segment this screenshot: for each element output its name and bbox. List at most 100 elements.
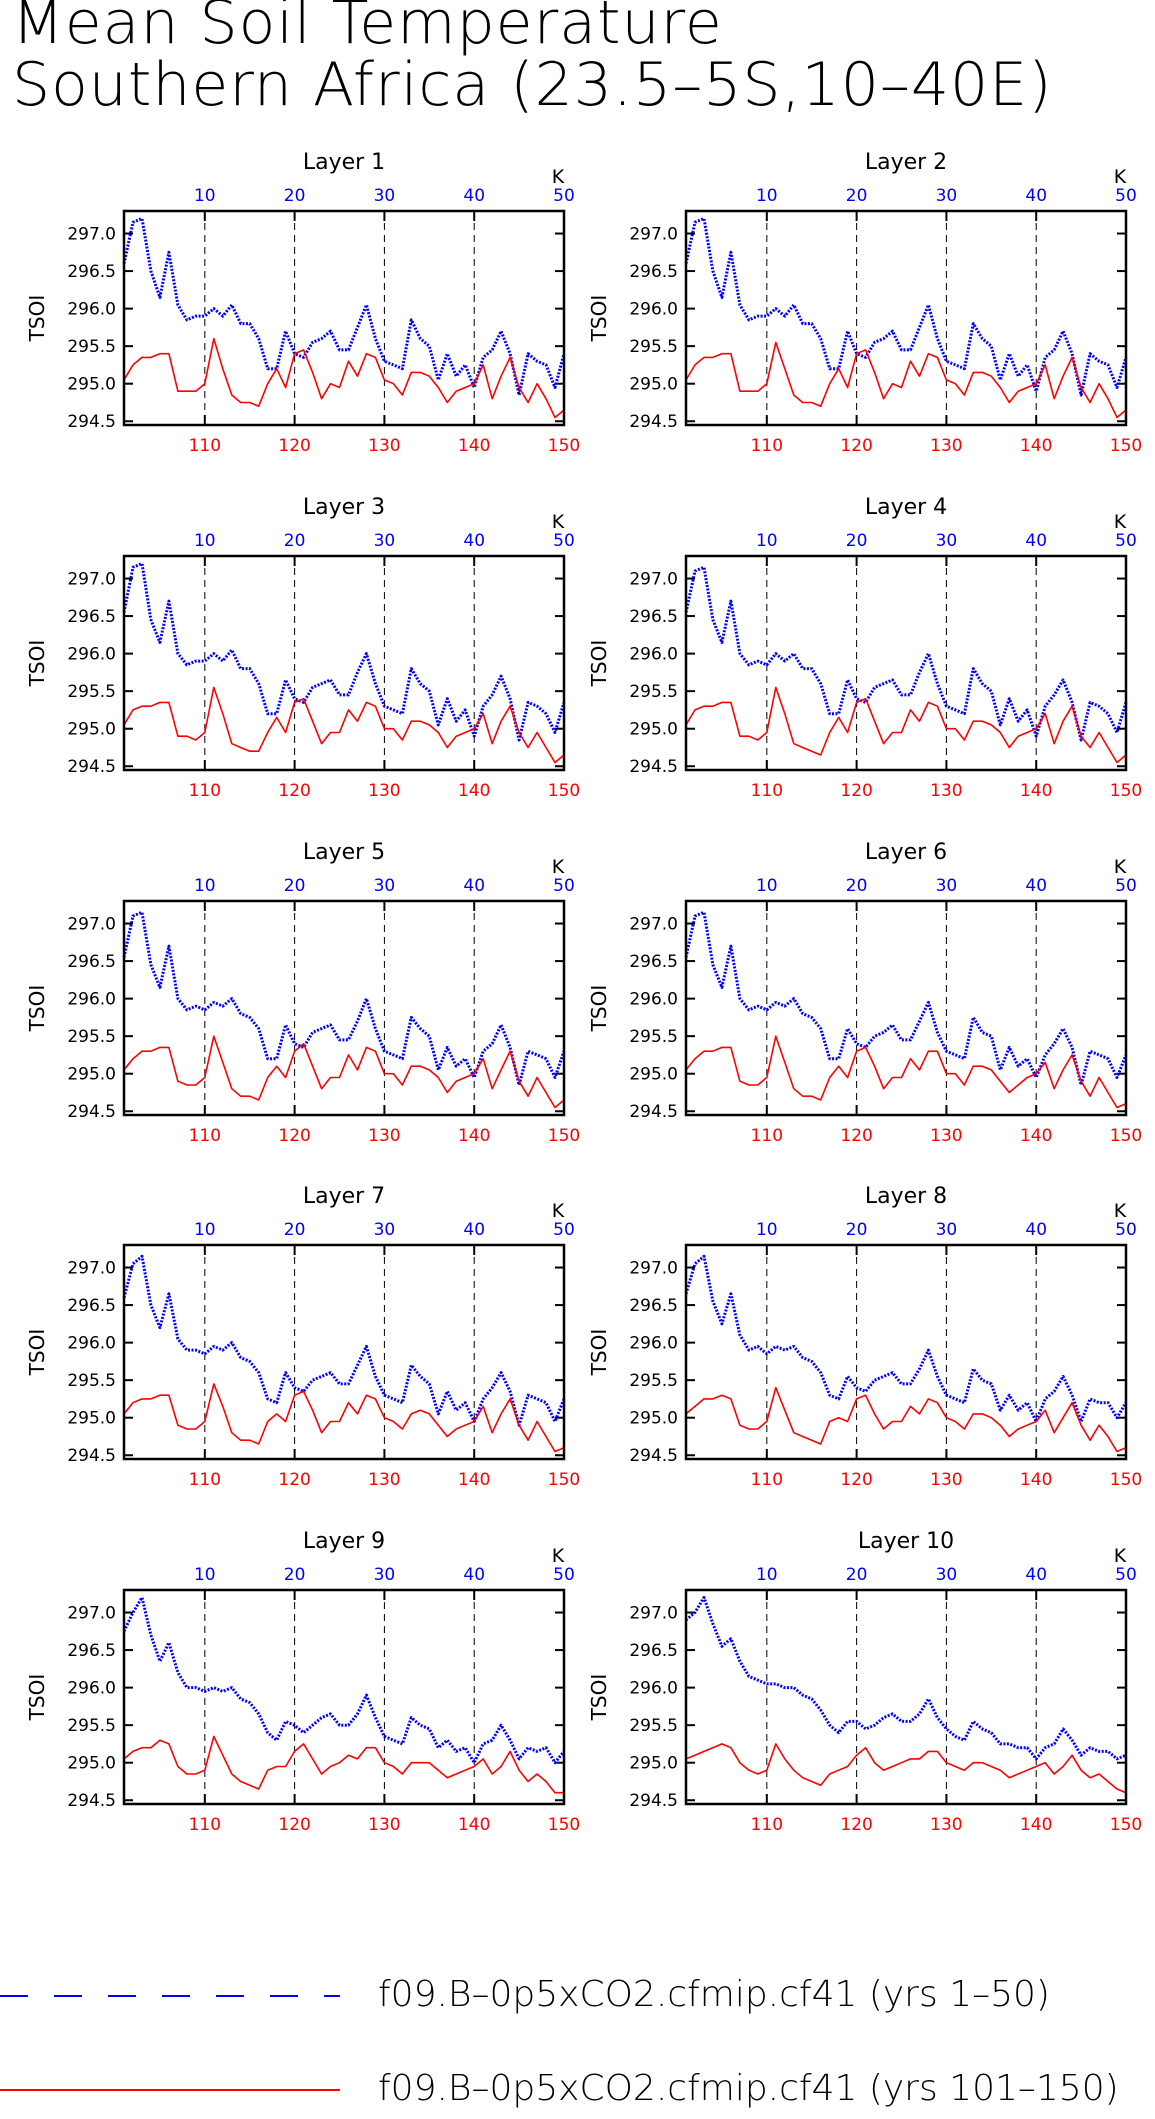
x-top-tick-label: 40 [463,531,485,551]
x-bottom-tick-label: 140 [458,436,490,456]
x-bottom-tick-label: 140 [1020,781,1052,801]
x-bottom-tick-label: 150 [1110,436,1142,456]
x-top-tick-label: 20 [284,531,306,551]
x-bottom-tick-label: 110 [751,1815,783,1835]
x-bottom-tick-label: 130 [930,781,962,801]
x-top-tick-label: 10 [194,186,216,206]
x-bottom-tick-label: 140 [458,1470,490,1490]
x-top-tick-label: 30 [374,1565,396,1585]
chart-panel-3: Layer 3 TSOI 294.5 295.0 295.5 296.0 296.5 297.… [25,495,580,801]
legend: f09.B–0p5xCO2.cfmip.cf41 (yrs 1–50) f09.… [0,1930,1155,2110]
x-bottom-tick-label: 110 [189,1470,221,1490]
x-bottom-tick-label: 130 [368,436,400,456]
x-bottom-tick-label: 140 [458,1126,490,1146]
y-tick-label: 294.5 [629,1102,678,1122]
x-bottom-tick-label: 150 [548,1815,580,1835]
y-axis-label: TSOI [25,295,49,343]
y-tick-label: 296.5 [629,952,678,972]
plot-frame [122,1588,566,1806]
y-axis-label: TSOI [25,1329,49,1377]
series-yrs-101-150-line [123,1383,565,1453]
series-yrs-1-50-line [122,562,566,742]
series-yrs-1-50-line [684,565,1128,742]
panel-title: Layer 9 [303,1529,385,1554]
y-tick-label: 295.5 [629,337,678,357]
chart-panel-4: Layer 4 TSOI 294.5 295.0 295.5 296.0 296.5 297.… [587,495,1142,801]
y-tick-label: 296.0 [67,1334,116,1354]
x-top-tick-label: 40 [1025,186,1047,206]
chart-panels: Layer 1 TSOI 294.5 295.0 295.5 296.0 296.5 297.… [25,150,1142,1835]
panel-title: Layer 3 [303,495,385,520]
plot-frame [122,209,566,427]
y-tick-label: 294.5 [67,412,116,432]
series-yrs-1-50-line [685,1596,1127,1761]
x-top-tick-label: 30 [936,531,958,551]
y-tick-label: 296.0 [629,1679,678,1699]
y-tick-label: 295.0 [67,720,116,740]
chart-panel-6: Layer 6 TSOI 294.5 295.0 295.5 296.0 296.5 297.… [587,840,1142,1146]
x-top-tick-label: 20 [284,876,306,896]
chart-panel-10: Layer 10 TSOI 294.5 295.0 295.5 296.0 296.5 297… [587,1529,1142,1835]
panel-title: Layer 1 [303,150,385,175]
x-top-tick-label: 50 [553,1565,575,1585]
x-top-tick-label: 50 [553,876,575,896]
y-tick-label: 295.5 [629,1716,678,1736]
y-tick-label: 295.0 [629,1754,678,1774]
x-bottom-tick-label: 130 [368,1126,400,1146]
y-tick-label: 296.5 [629,1296,678,1316]
y-axis-label: TSOI [25,640,49,688]
y-tick-label: 295.0 [67,1754,116,1774]
x-top-tick-label: 40 [1025,1565,1047,1585]
x-bottom-tick-label: 110 [189,436,221,456]
y-tick-label: 297.0 [67,915,116,935]
x-bottom-tick-label: 130 [930,1126,962,1146]
panel-title: Layer 5 [303,840,385,865]
y-tick-label: 295.5 [629,1027,678,1047]
panel-title: Layer 6 [865,840,947,865]
x-top-tick-label: 40 [463,1565,485,1585]
x-bottom-tick-label: 150 [548,1470,580,1490]
y-tick-label: 296.0 [629,645,678,665]
y-tick-label: 294.5 [67,1446,116,1466]
plot-frame [684,1243,1128,1461]
series-yrs-1-50-line [684,1254,1128,1423]
x-bottom-tick-label: 110 [751,1126,783,1146]
x-bottom-tick-label: 140 [1020,436,1052,456]
x-bottom-tick-label: 130 [368,1470,400,1490]
legend-label-series2: f09.B–0p5xCO2.cfmip.cf41 (yrs 101–150) [378,2068,1119,2109]
series-yrs-1-50-line [684,910,1128,1087]
y-tick-label: 296.5 [67,262,116,282]
y-tick-label: 297.0 [67,1604,116,1624]
chart-panel-5: Layer 5 TSOI 294.5 295.0 295.5 296.0 296.5 297.… [25,840,580,1146]
x-top-tick-label: 30 [936,186,958,206]
chart-panel-9: Layer 9 TSOI 294.5 295.0 295.5 296.0 296.5 297.… [25,1529,580,1835]
y-tick-label: 296.0 [629,990,678,1010]
y-tick-label: 295.5 [629,682,678,702]
x-top-axis-label: K [1114,1200,1127,1222]
series-yrs-101-150-line [685,1386,1127,1453]
x-top-tick-label: 30 [374,876,396,896]
x-top-tick-label: 20 [284,1565,306,1585]
x-top-tick-label: 50 [553,1220,575,1240]
x-bottom-tick-label: 150 [548,781,580,801]
chart-panel-7: Layer 7 TSOI 294.5 295.0 295.5 296.0 296.5 297.… [25,1184,580,1490]
y-tick-label: 296.0 [67,990,116,1010]
x-bottom-tick-label: 120 [840,1470,872,1490]
y-tick-label: 295.5 [67,337,116,357]
y-tick-label: 297.0 [629,1259,678,1279]
y-tick-label: 294.5 [67,757,116,777]
series-yrs-101-150-line [123,1735,564,1794]
x-bottom-tick-label: 140 [1020,1126,1052,1146]
chart-panel-8: Layer 8 TSOI 294.5 295.0 295.5 296.0 296.5 297.… [587,1184,1142,1490]
series-yrs-1-50-line [122,1254,566,1427]
x-bottom-tick-label: 130 [368,781,400,801]
series-yrs-101-150-line [123,337,565,419]
y-tick-label: 296.0 [67,1679,116,1699]
y-tick-label: 294.5 [629,757,678,777]
y-axis-label: TSOI [25,985,49,1033]
series-yrs-1-50-line [122,910,566,1087]
series-yrs-101-150-line [685,686,1127,764]
y-tick-label: 297.0 [67,570,116,590]
x-bottom-tick-label: 120 [840,1815,872,1835]
y-tick-label: 295.0 [629,1409,678,1429]
